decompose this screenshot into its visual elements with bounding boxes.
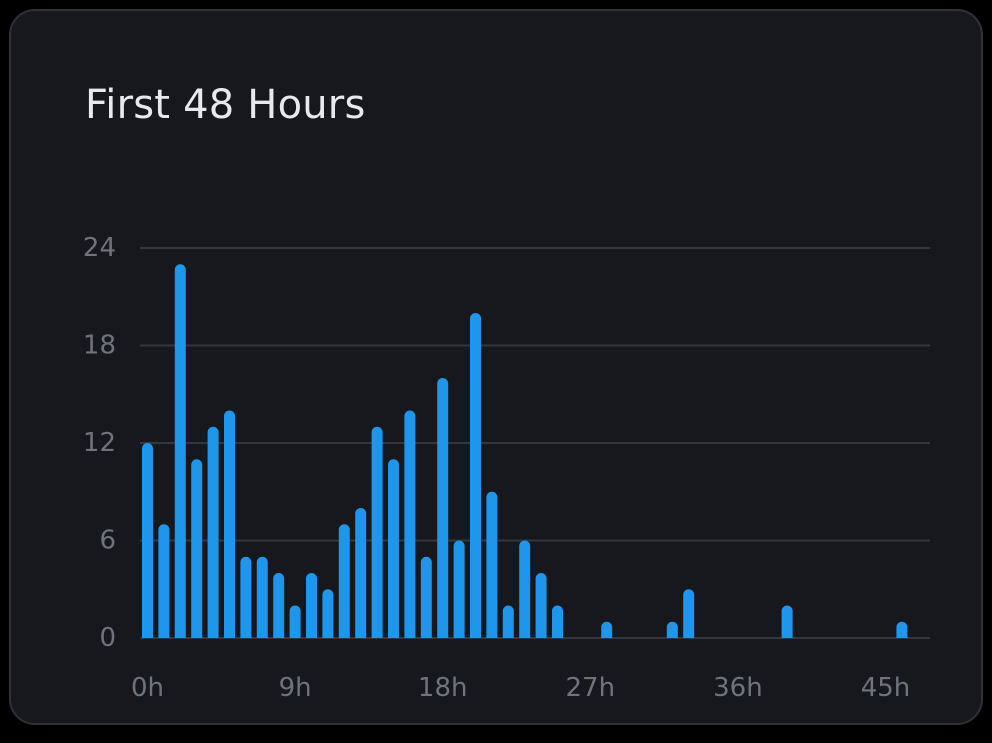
bar: [683, 589, 695, 638]
bar: [338, 524, 350, 638]
x-tick-label: 45h: [861, 673, 911, 703]
bar: [552, 605, 563, 638]
bars: [142, 264, 908, 638]
bar: [437, 378, 449, 638]
y-tick-label: 6: [99, 526, 116, 556]
bar: [666, 621, 678, 638]
bar: [519, 540, 531, 638]
x-tick-label: 9h: [279, 673, 312, 703]
y-tick-label: 18: [83, 331, 116, 361]
bar: [453, 540, 465, 638]
bar: [174, 264, 186, 638]
x-tick-label: 0h: [131, 673, 164, 703]
bar: [535, 573, 547, 638]
bar: [207, 426, 219, 638]
bar: [355, 508, 367, 638]
bar: [420, 556, 432, 638]
y-tick-label: 0: [99, 623, 116, 653]
chart-title: First 48 Hours: [85, 82, 366, 128]
bar: [191, 459, 203, 638]
bar: [502, 605, 514, 638]
bar: [601, 621, 613, 638]
bar: [142, 443, 153, 638]
y-tick-label: 12: [83, 428, 116, 458]
bar: [781, 605, 793, 638]
bar: [322, 589, 334, 638]
bar: [896, 621, 908, 638]
x-tick-label: 27h: [566, 673, 616, 703]
bar: [388, 459, 399, 638]
bar: [404, 410, 416, 638]
bar: [256, 556, 268, 638]
bar: [470, 313, 481, 638]
bar: [486, 491, 498, 638]
y-tick-label: 24: [83, 233, 116, 263]
bar: [289, 605, 301, 638]
x-tick-label: 18h: [418, 673, 468, 703]
grid-lines: [140, 247, 930, 639]
y-axis-ticks: 0 6 12 18 24: [83, 233, 116, 653]
bar: [371, 426, 383, 638]
x-axis-ticks: 0h 9h 18h 27h 36h 45h: [131, 673, 910, 703]
bar: [273, 573, 285, 638]
bar: [306, 573, 317, 638]
x-tick-label: 36h: [713, 673, 763, 703]
bar: [240, 556, 252, 638]
bar: [158, 524, 170, 638]
bar: [224, 410, 235, 638]
